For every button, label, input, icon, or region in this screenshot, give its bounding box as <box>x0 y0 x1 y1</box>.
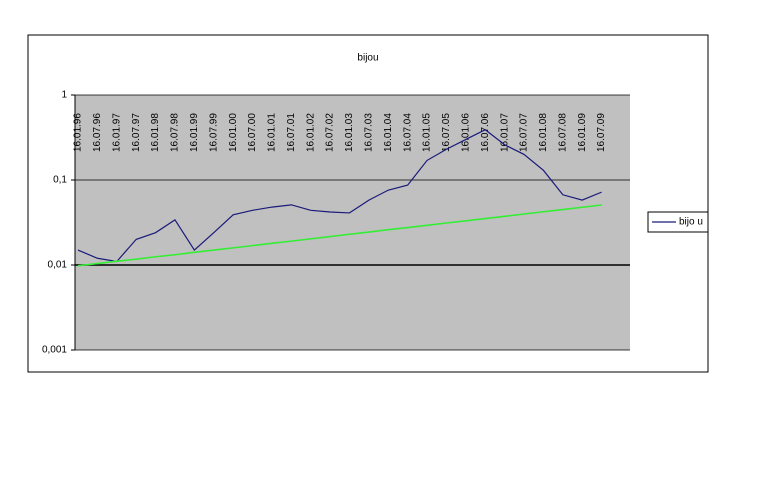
x-tick-label: 16.07.99 <box>208 113 219 152</box>
x-tick-label: 16.07.03 <box>364 113 375 152</box>
x-tick-label: 16.07.09 <box>596 113 607 152</box>
x-tick-label: 16.07.00 <box>247 113 258 152</box>
chart-title: bijou <box>357 53 378 64</box>
x-tick-label: 16.07.07 <box>519 113 530 152</box>
x-tick-label: 16.07.05 <box>441 113 452 152</box>
x-tick-label: 16.01.07 <box>499 113 510 152</box>
x-tick-label: 16.01.05 <box>422 113 433 152</box>
y-tick-label: 0,1 <box>53 175 67 186</box>
x-tick-label: 16.01.03 <box>344 113 355 152</box>
y-tick-label: 0,01 <box>48 260 68 271</box>
x-tick-label: 16.01.09 <box>577 113 588 152</box>
x-tick-label: 16.07.98 <box>170 113 181 152</box>
y-tick-label: 0,001 <box>42 345 67 356</box>
x-tick-label: 16.07.06 <box>480 113 491 152</box>
x-tick-label: 16.07.97 <box>131 113 142 152</box>
legend-label: bijo u <box>679 217 703 228</box>
x-tick-label: 16.07.01 <box>286 113 297 152</box>
x-tick-label: 16.01.98 <box>150 113 161 152</box>
x-tick-label: 16.01.04 <box>383 113 394 152</box>
x-tick-label: 16.07.04 <box>402 113 413 152</box>
series-line <box>77 204 602 267</box>
x-tick-label: 16.01.00 <box>228 113 239 152</box>
x-tick-label: 16.07.08 <box>557 113 568 152</box>
x-tick-label: 16.01.97 <box>111 113 122 152</box>
x-tick-label: 16.01.08 <box>538 113 549 152</box>
series-line <box>77 129 602 263</box>
x-tick-label: 16.01.96 <box>73 113 84 152</box>
x-tick-label: 16.01.01 <box>267 113 278 152</box>
x-tick-label: 16.07.96 <box>92 113 103 152</box>
x-tick-label: 16.01.06 <box>460 113 471 152</box>
x-tick-label: 16.01.99 <box>189 113 200 152</box>
y-tick-label: 1 <box>61 90 67 101</box>
x-tick-label: 16.07.02 <box>325 113 336 152</box>
legend-box <box>647 211 709 233</box>
plot-area <box>75 95 630 350</box>
x-tick-label: 16.01.02 <box>305 113 316 152</box>
